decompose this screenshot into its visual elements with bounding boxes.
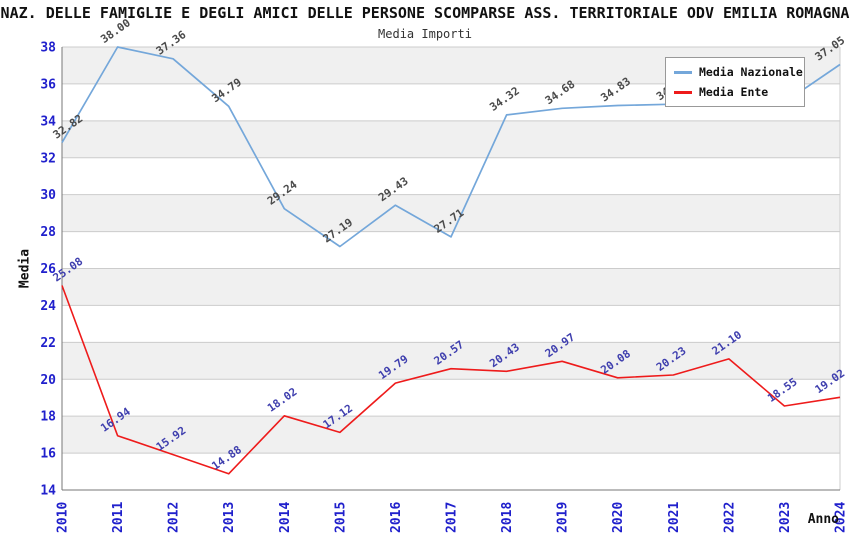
data-point-label: 18.02 bbox=[265, 385, 300, 415]
data-point-label: 38.00 bbox=[98, 16, 133, 46]
y-tick-label: 36 bbox=[40, 77, 56, 92]
x-tick-label: 2016 bbox=[389, 502, 404, 533]
chart-title: NAZ. DELLE FAMIGLIE E DEGLI AMICI DELLE … bbox=[0, 4, 850, 22]
x-tick-label: 2015 bbox=[333, 502, 348, 533]
x-tick-label: 2012 bbox=[167, 502, 182, 533]
legend-line-swatch-red bbox=[674, 90, 692, 94]
y-tick-label: 20 bbox=[40, 373, 56, 388]
legend-item-ente: Media Ente bbox=[674, 84, 796, 100]
y-tick-label: 38 bbox=[40, 41, 56, 56]
y-axis-title: Media bbox=[17, 248, 33, 289]
y-tick-label: 18 bbox=[40, 410, 56, 425]
x-tick-label: 2019 bbox=[556, 502, 571, 533]
x-tick-label: 2021 bbox=[667, 502, 682, 533]
x-tick-label: 2010 bbox=[56, 502, 71, 533]
legend: Media Nazionale Media Ente bbox=[665, 57, 805, 107]
x-tick-label: 2018 bbox=[500, 502, 515, 533]
x-tick-label: 2020 bbox=[611, 502, 626, 533]
x-axis-title: Anno bbox=[807, 512, 839, 527]
data-point-label: 18.55 bbox=[765, 375, 800, 405]
x-tick-label: 2014 bbox=[278, 502, 293, 533]
grid-band bbox=[62, 194, 840, 232]
legend-label: Media Nazionale bbox=[699, 65, 803, 79]
y-tick-label: 26 bbox=[40, 262, 56, 277]
x-tick-label: 2024 bbox=[834, 502, 849, 533]
grid-band bbox=[62, 120, 840, 158]
legend-item-nazionale: Media Nazionale bbox=[674, 64, 803, 80]
x-tick-label: 2013 bbox=[222, 502, 237, 533]
y-tick-label: 14 bbox=[40, 484, 56, 499]
grid-band bbox=[62, 342, 840, 380]
x-tick-label: 2023 bbox=[778, 502, 793, 533]
y-tick-label: 30 bbox=[40, 188, 56, 203]
y-tick-label: 34 bbox=[40, 114, 56, 129]
grid-band bbox=[62, 268, 840, 306]
y-tick-label: 16 bbox=[40, 447, 56, 462]
chart-subtitle: Media Importi bbox=[378, 27, 472, 41]
x-tick-label: 2011 bbox=[111, 502, 126, 533]
grid-band bbox=[62, 416, 840, 454]
y-tick-label: 24 bbox=[40, 299, 56, 314]
x-tick-label: 2017 bbox=[445, 502, 460, 533]
x-tick-label: 2022 bbox=[722, 502, 737, 533]
y-tick-label: 32 bbox=[40, 151, 56, 166]
legend-label: Media Ente bbox=[699, 85, 769, 99]
y-tick-label: 28 bbox=[40, 225, 56, 240]
data-point-label: 34.32 bbox=[487, 84, 522, 114]
y-tick-label: 22 bbox=[40, 336, 56, 351]
legend-line-swatch-blue bbox=[674, 70, 692, 74]
series-line-ente bbox=[61, 285, 841, 475]
